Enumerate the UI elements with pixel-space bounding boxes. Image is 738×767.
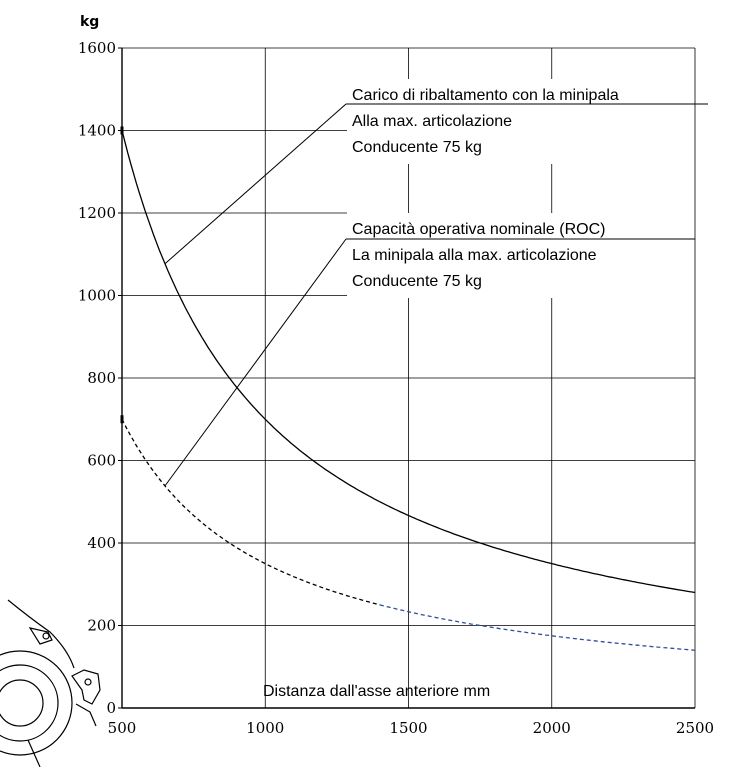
annotation-text-line: Conducente 75 kg	[352, 273, 482, 290]
y-tick-label: 0	[106, 699, 116, 717]
y-tick-label: 1400	[78, 122, 116, 140]
y-tick-label: 1600	[78, 39, 116, 57]
x-tick-label: 1000	[246, 719, 284, 737]
y-axis-unit-label: kg	[80, 14, 99, 30]
grid	[122, 48, 695, 708]
y-tick-label: 400	[87, 534, 116, 552]
annotation-text-line: Conducente 75 kg	[352, 139, 482, 156]
x-tick-label: 2000	[533, 719, 571, 737]
annotation-pointer-line	[164, 238, 347, 487]
y-tick-label: 200	[87, 617, 116, 635]
plot-frame	[121, 47, 696, 709]
series-start-marker	[120, 126, 124, 135]
x-tick-label: 2500	[676, 719, 714, 737]
annotation-text-line: Capacità operativa nominale (ROC)	[352, 221, 605, 238]
annotations-layer: Carico di ribaltamento con la minipala Al…	[164, 87, 708, 487]
y-tick-label: 600	[87, 452, 116, 470]
series-start-marker	[120, 415, 124, 424]
x-tick-label: 1500	[389, 719, 427, 737]
series-line-1	[121, 130, 696, 594]
x-axis-label: Distanza dall'asse anteriore mm	[263, 683, 490, 700]
y-tick-label: 800	[87, 369, 116, 387]
annotation-text-line: Alla max. articolazione	[352, 113, 512, 130]
series-line-2-tail	[379, 604, 696, 651]
wheel-loader-icon	[0, 599, 101, 767]
tick-labels: 0 200 400 600 800 1000 1200 1400 1600 500 1000 1500…	[78, 39, 714, 737]
annotation-text-line: La minipala alla max. articolazione	[352, 247, 597, 264]
y-tick-label: 1000	[78, 287, 116, 305]
x-tick-label: 500	[108, 719, 137, 737]
y-tick-label: 1200	[78, 204, 116, 222]
annotation-pointer-line	[164, 103, 347, 265]
annotation-text-line: Carico di ribaltamento con la minipala	[352, 87, 619, 104]
